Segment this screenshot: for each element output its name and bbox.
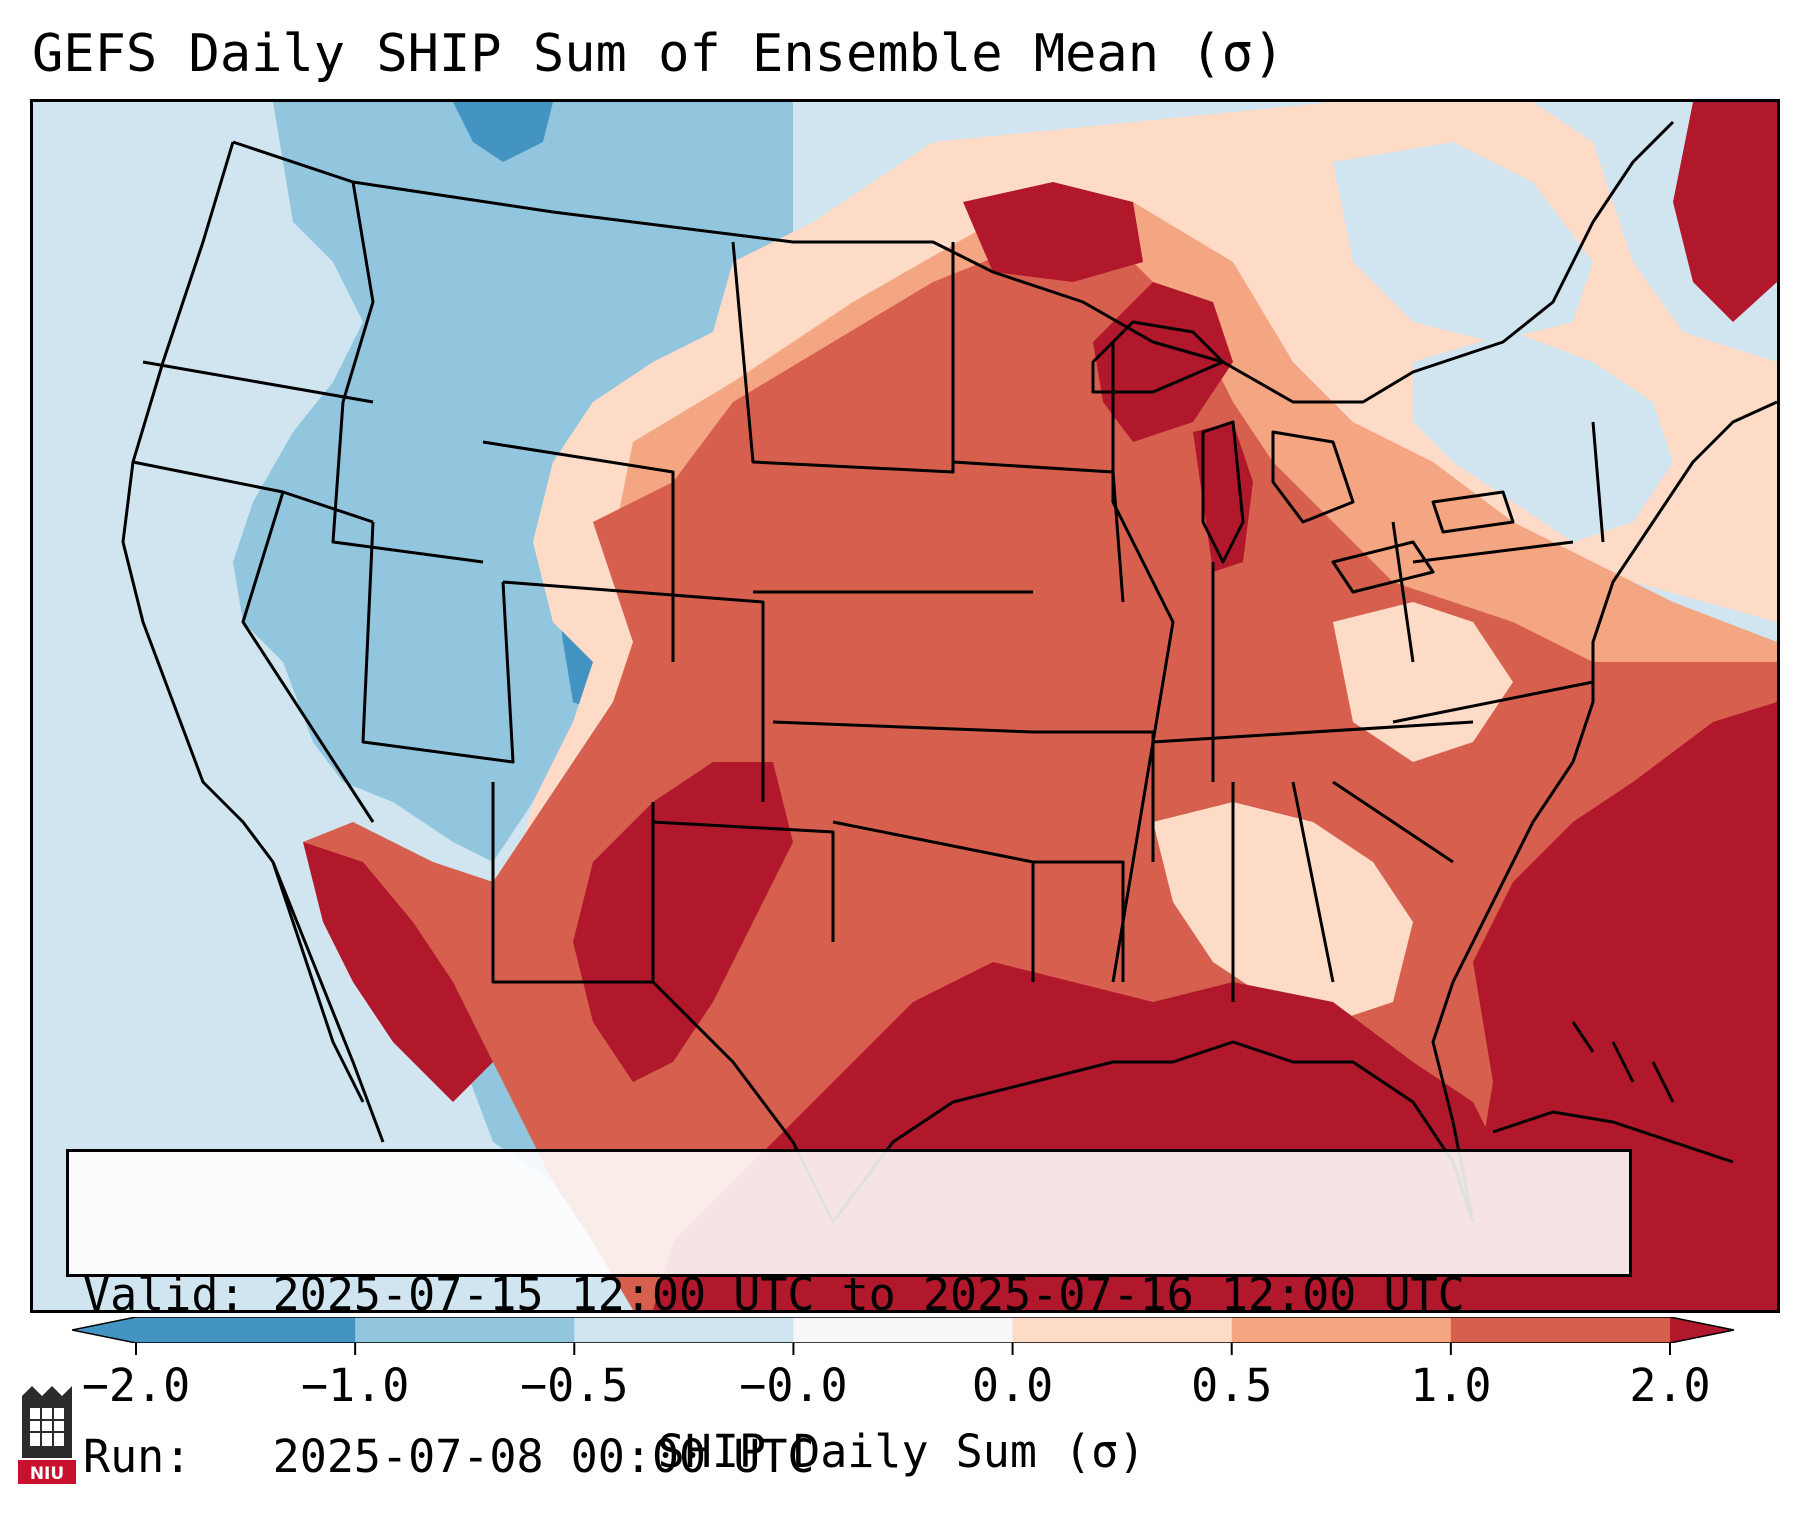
region-southeast-weak-positive	[1153, 802, 1413, 1022]
bahamas-islands	[1571, 1021, 1675, 1103]
run-line: Run: 2025-07-08 00:00 UTC	[83, 1430, 1615, 1484]
state-line-al-ga	[1291, 781, 1335, 983]
valid-label: Valid:	[83, 1268, 246, 1321]
lake-huron	[1271, 430, 1355, 524]
state-line-nm-tx	[652, 820, 835, 942]
colorbar-label: SHIP Daily Sum (σ)	[657, 1425, 1146, 1478]
region-canada-west-negative	[553, 102, 793, 242]
run-time: 2025-07-08 00:00 UTC	[272, 1430, 815, 1483]
colorbar-tick-label: 1.0	[1410, 1359, 1492, 1412]
state-line-mo-ar	[1033, 730, 1155, 862]
atlantic-coastline	[1431, 400, 1777, 1223]
state-line-nv	[241, 491, 375, 823]
valid-time-range: 2025-07-15 12:00 UTC to 2025-07-16 12:00…	[272, 1268, 1465, 1321]
colorbar-tick-label: 0.0	[971, 1359, 1054, 1412]
colorbar-bin	[136, 1317, 356, 1343]
region-great-lakes-strong-positive	[1093, 282, 1233, 442]
state-line-ut	[361, 521, 515, 764]
logo-text: NIU	[30, 1464, 64, 1484]
colorbar-bin	[355, 1317, 575, 1343]
map-panel	[30, 99, 1780, 1313]
colorbar-tick-label: −2.0	[81, 1359, 191, 1412]
colorbar-extend-low	[72, 1317, 136, 1343]
colorbar-bin	[1450, 1317, 1671, 1343]
state-line-mississippi-river	[1111, 342, 1175, 983]
state-line-az-nm	[491, 782, 655, 984]
region-north-dakota-strong-positive	[963, 182, 1143, 282]
state-line-mt-wy	[482, 440, 675, 662]
lake-erie	[1331, 540, 1435, 594]
state-line-ga-sc	[1332, 780, 1454, 864]
colorbar-extend-high	[1670, 1317, 1734, 1343]
colorbar-tick-label: 0.5	[1191, 1359, 1273, 1412]
region-new-england-strong-positive	[1673, 102, 1777, 322]
state-line-id	[331, 181, 484, 564]
colorbar-bin	[574, 1317, 794, 1343]
colorbar-tick-label: −0.0	[739, 1359, 848, 1412]
run-label: Run:	[83, 1430, 192, 1483]
colorbar-bin	[793, 1317, 1014, 1343]
colorbar-tick-label: −0.5	[520, 1359, 629, 1412]
valid-line: Valid: 2025-07-15 12:00 UTC to 2025-07-1…	[83, 1268, 1615, 1322]
region-rockies-negative	[233, 102, 793, 862]
state-line-dakotas	[731, 241, 955, 474]
region-canada-east-weak-negative	[1333, 142, 1593, 342]
state-line-nc-va	[1392, 680, 1594, 724]
niu-university-logo-icon: NIU	[18, 1386, 76, 1484]
colorbar-tick-label: 2.0	[1629, 1359, 1711, 1412]
region-bc-strong-negative	[453, 102, 553, 162]
region-texas-strong-positive	[573, 762, 793, 1082]
lake-superior	[1091, 320, 1225, 394]
lake-ontario	[1431, 490, 1515, 534]
state-line-ny-new-england	[1591, 421, 1605, 543]
colorbar-tick-marks	[135, 1343, 1671, 1355]
colorbar-tick-label: −1.0	[300, 1359, 410, 1412]
lake-michigan	[1201, 420, 1245, 564]
state-line-pa-ny	[1412, 540, 1574, 564]
colorbar-bin	[1012, 1317, 1233, 1343]
ship-anomaly-map	[33, 102, 1777, 1310]
valid-run-info-box: Valid: 2025-07-15 12:00 UTC to 2025-07-1…	[66, 1149, 1632, 1483]
region-southwest-strong-positive	[303, 842, 493, 1102]
baja-california	[271, 861, 385, 1143]
state-line-ks-ok	[772, 720, 1034, 734]
state-line-wa-or	[142, 360, 374, 404]
region-northeast-weak-negative	[1413, 332, 1673, 542]
colorbar-bin	[1231, 1317, 1452, 1343]
cuba-coastline	[1492, 1110, 1734, 1164]
state-line-tn-ky	[1152, 720, 1474, 744]
state-line-wy-co	[502, 580, 765, 802]
colorbar	[72, 1317, 1734, 1343]
chart-title: GEFS Daily SHIP Sum of Ensemble Mean (σ)	[32, 24, 1285, 84]
state-line-la-ms	[1033, 860, 1125, 982]
pacific-coastline	[121, 141, 365, 1103]
